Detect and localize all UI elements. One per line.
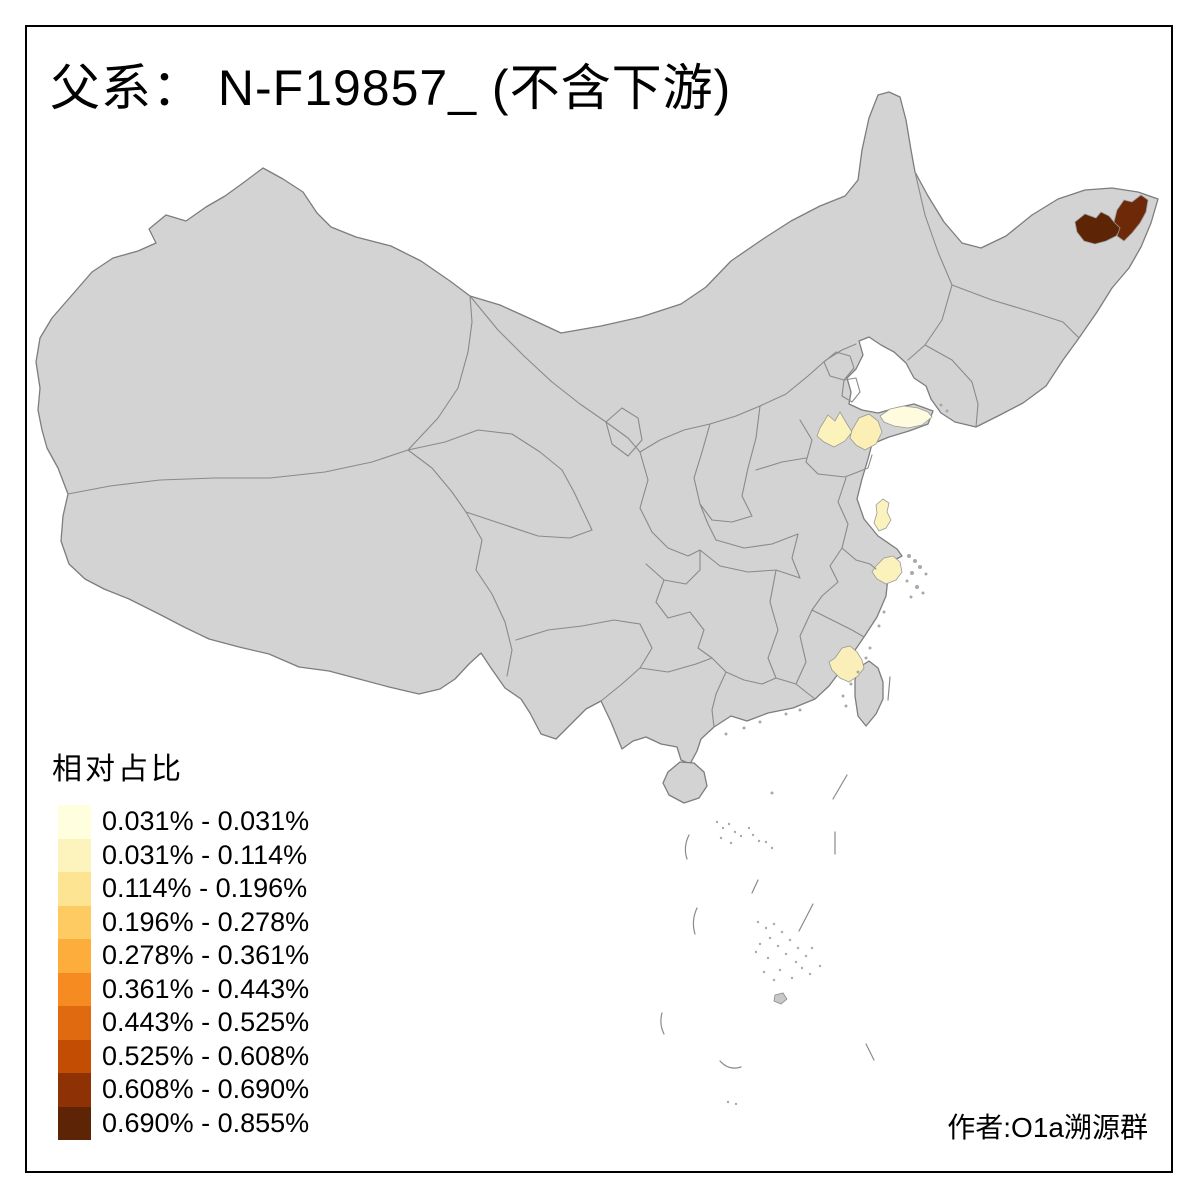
taiwan-island <box>854 660 884 727</box>
legend-row: 0.525% - 0.608% <box>58 1039 310 1073</box>
legend-swatch <box>58 905 91 939</box>
legend-row: 0.031% - 0.114% <box>58 838 309 872</box>
legend-row: 0.031% - 0.031% <box>58 805 309 839</box>
legend-label: 0.278% - 0.361% <box>102 940 310 971</box>
legend-label: 0.443% - 0.525% <box>102 1007 310 1038</box>
legend-row: 0.278% - 0.361% <box>58 939 309 973</box>
legend-label: 0.031% - 0.031% <box>102 806 310 837</box>
legend-swatch <box>58 1039 91 1073</box>
legend-swatch <box>58 1106 91 1140</box>
legend-swatch <box>58 1006 91 1040</box>
small-islands <box>715 403 949 1106</box>
legend-label: 0.031% - 0.114% <box>102 839 308 870</box>
region-jiangsu-central <box>873 498 892 532</box>
region-heilongjiang-east-secondary <box>1113 194 1149 242</box>
legend-swatch <box>58 838 91 872</box>
legend-swatch <box>58 972 91 1006</box>
legend-swatch <box>58 939 91 973</box>
region-shandong-central <box>849 413 883 451</box>
legend-label: 0.525% - 0.608% <box>102 1040 310 1071</box>
legend: 0.031% - 0.031% 0.031% - 0.114% 0.114% -… <box>58 805 309 1140</box>
map-title: 父系： N-F19857_ (不含下游) <box>50 60 732 116</box>
legend-row: 0.443% - 0.525% <box>58 1006 309 1040</box>
legend-row: 0.114% - 0.196% <box>58 872 309 906</box>
legend-row: 0.690% - 0.855% <box>58 1106 310 1140</box>
legend-swatch <box>58 805 91 839</box>
legend-swatch <box>58 872 91 906</box>
region-zhejiang-north <box>871 555 903 585</box>
hainan-island <box>662 761 708 804</box>
highlighted-prefectures <box>816 194 1149 683</box>
region-fujian-coastal <box>828 645 865 683</box>
legend-row: 0.608% - 0.690% <box>58 1073 309 1107</box>
legend-row: 0.196% - 0.278% <box>58 905 310 939</box>
legend-label: 0.608% - 0.690% <box>102 1074 310 1105</box>
legend-swatch <box>58 1073 91 1107</box>
province-borders <box>67 171 1080 728</box>
region-shandong-peninsula <box>879 405 933 429</box>
mainland-china <box>35 91 1159 765</box>
sea-boundary-dashes <box>660 676 891 1069</box>
author-attribution: 作者:O1a溯源群 <box>947 1112 1148 1143</box>
legend-row: 0.361% - 0.443% <box>58 972 310 1006</box>
legend-title: 相对占比 <box>52 753 184 786</box>
legend-label: 0.114% - 0.196% <box>102 873 308 904</box>
legend-label: 0.196% - 0.278% <box>102 906 310 937</box>
legend-label: 0.690% - 0.855% <box>102 1107 310 1138</box>
legend-label: 0.361% - 0.443% <box>102 973 310 1004</box>
